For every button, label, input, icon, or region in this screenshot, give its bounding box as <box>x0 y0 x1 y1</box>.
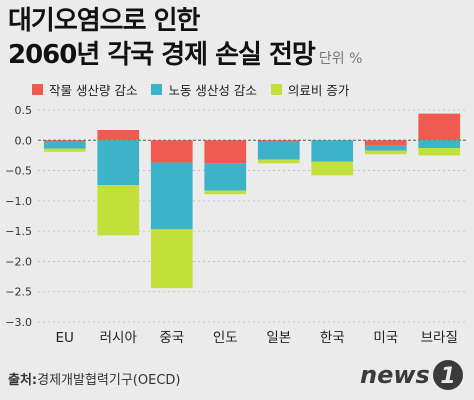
bar-segment <box>97 185 140 236</box>
x-tick-label: 러시아 <box>100 330 138 346</box>
bar-segment <box>311 161 354 176</box>
bar-segment <box>418 140 461 149</box>
x-tick-label: 한국 <box>320 330 345 346</box>
bar-segment <box>364 140 407 146</box>
legend-label-labor: 노동 생산성 감소 <box>168 83 257 98</box>
x-tick-label: 미국 <box>373 330 398 346</box>
x-tick-label: 일본 <box>266 330 291 346</box>
legend-swatch-health <box>270 84 282 95</box>
y-tick-label: 0.0 <box>15 134 33 147</box>
bar-segment <box>43 140 86 142</box>
bar-segment <box>43 148 86 152</box>
bar-segment <box>204 140 247 164</box>
y-tick-label: −2.5 <box>5 286 32 299</box>
logo-circle <box>433 360 463 390</box>
legend-label-crop: 작물 생산량 감소 <box>49 83 138 98</box>
bar-segment <box>364 150 407 155</box>
bar-segment <box>257 141 300 160</box>
legend-item-health: 의료비 증가 <box>270 80 350 99</box>
title-line-1: 대기오염으로 인한 <box>8 6 200 36</box>
chart-title: 대기오염으로 인한 2060년 각국 경제 손실 전망 단위 % <box>8 4 362 76</box>
bar-segment <box>257 140 300 142</box>
title-line-2: 2060년 각국 경제 손실 전망 단위 % <box>8 38 362 76</box>
bar-segment <box>150 140 193 163</box>
bar-segment <box>150 162 193 230</box>
bar-segment <box>418 148 461 156</box>
unit-label: 단위 % <box>318 51 363 67</box>
x-tick-label: 중국 <box>159 330 184 346</box>
y-tick-label: −1.5 <box>5 225 32 238</box>
bar-segment <box>150 229 193 289</box>
legend-swatch-labor <box>151 84 163 95</box>
bar-segment <box>311 140 354 162</box>
y-tick-label: −2.0 <box>5 255 32 268</box>
x-tick-label: EU <box>56 330 74 346</box>
y-tick-label: −0.5 <box>5 165 32 178</box>
bar-segment <box>97 129 140 141</box>
logo-mark: 1 <box>440 364 455 389</box>
y-tick-label: 0.5 <box>15 104 33 117</box>
bar-segment <box>418 113 461 141</box>
source-label: 출처: <box>8 373 38 388</box>
legend-item-labor: 노동 생산성 감소 <box>151 80 257 99</box>
bar-segment <box>364 145 407 151</box>
x-tick-label: 인도 <box>213 330 238 346</box>
bar-segment <box>257 159 300 164</box>
logo-text: news <box>360 361 430 389</box>
source-text: 경제개발협력기구(OECD) <box>37 373 181 388</box>
bar-segment <box>204 163 247 191</box>
news1-logo: news 1 <box>360 360 463 390</box>
legend-swatch-crop <box>32 84 43 95</box>
x-tick-label: 브라질 <box>421 330 458 346</box>
source-note: 출처:경제개발협력기구(OECD) <box>8 369 180 388</box>
legend-label-health: 의료비 증가 <box>287 83 350 98</box>
bar-segment <box>97 140 140 186</box>
bar-segment <box>43 141 86 149</box>
legend-item-crop: 작물 생산량 감소 <box>32 80 137 99</box>
legend: 작물 생산량 감소 노동 생산성 감소 의료비 증가 <box>32 80 349 99</box>
y-tick-label: −3.0 <box>5 316 32 329</box>
title-line-2-text: 2060년 각국 경제 손실 전망 <box>8 40 316 70</box>
y-tick-label: −1.0 <box>5 195 32 208</box>
bar-segment <box>204 190 247 195</box>
